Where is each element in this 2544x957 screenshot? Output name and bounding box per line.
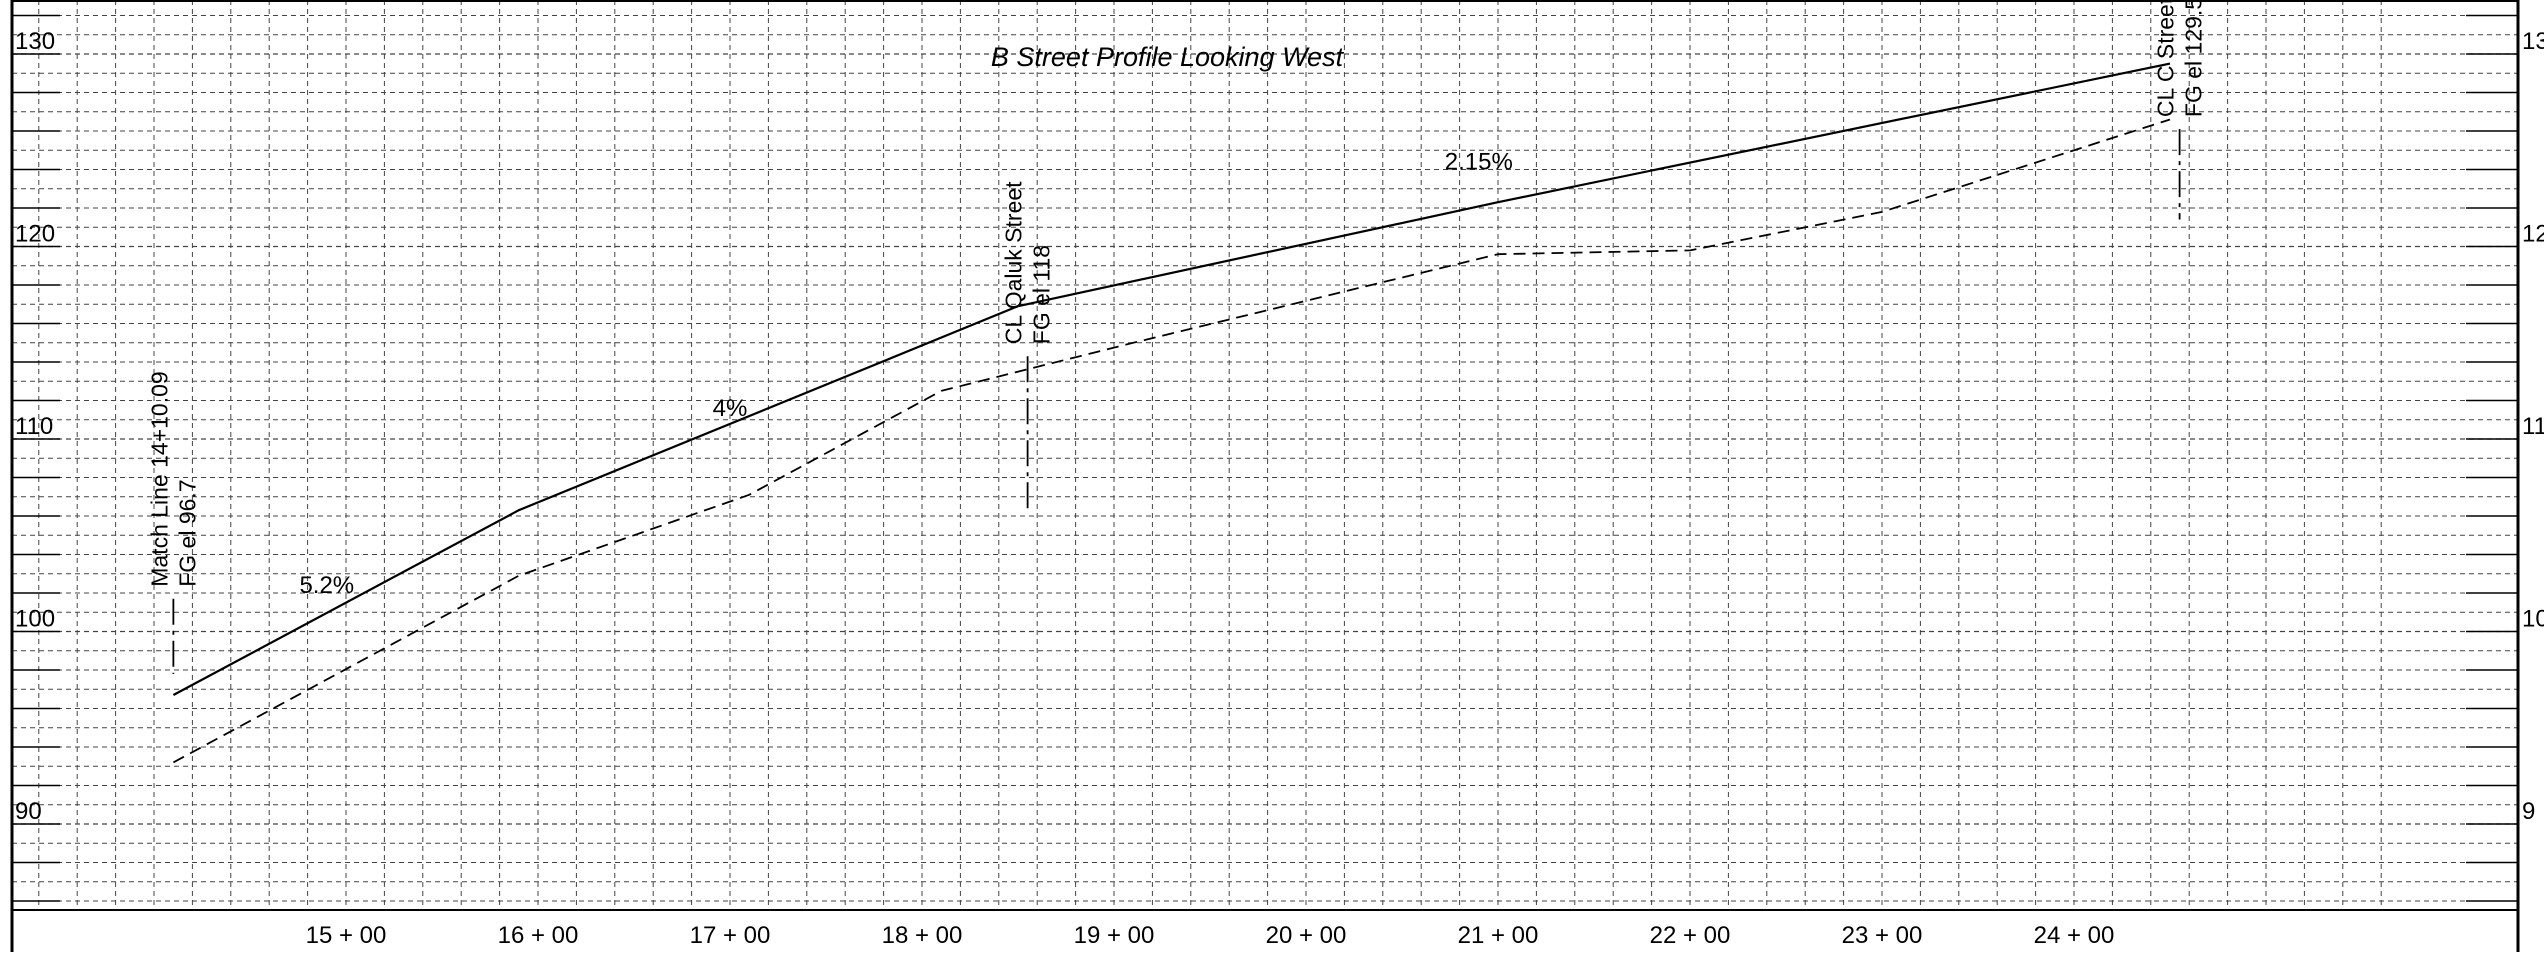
right-edge-labels: 13 12 11 10 9 [2522,28,2544,825]
station-label: 24 + 00 [2034,922,2115,949]
right-elevation-label: 9 [2522,798,2535,825]
major-grid [12,14,2518,902]
station-label: 15 + 00 [306,922,387,949]
profile-lines [172,62,2171,764]
elevation-labels: 130 120 110 100 90 [15,28,55,825]
elevation-label: 130 [15,28,55,55]
elevation-label: 120 [15,221,55,248]
station-label: 18 + 00 [882,922,963,949]
callout-line-1: CL C Street [2153,0,2179,117]
station-label: 22 + 00 [1650,922,1731,949]
grade-label: 2.15% [1445,149,1513,176]
station-label: 17 + 00 [690,922,771,949]
station-callouts: Match Line 14+10.09 FG el 96.7 CL Qaluk St… [146,0,2207,674]
right-elevation-label: 12 [2522,221,2544,248]
grade-label: 4% [713,395,748,422]
callout-note: Match Line 14+10.09 FG el 96.7 [146,371,200,586]
drawing-title: B Street Profile Looking West [991,42,1345,72]
right-elevation-label: 10 [2522,606,2544,633]
station-label: 19 + 00 [1074,922,1155,949]
station-label: 16 + 00 [498,922,579,949]
station-label: 23 + 00 [1842,922,1923,949]
callout-note: CL Qaluk Street FG el 118 [1001,181,1055,344]
elevation-label: 90 [15,798,42,825]
existing-ground-line [172,118,2171,764]
right-elevation-label: 11 [2522,413,2544,440]
minor-grid [12,0,2518,910]
right-elevation-label: 13 [2522,28,2544,55]
callout-line-1: Match Line 14+10.09 [146,371,172,586]
callout-line-2: FG el 129.5 [2181,0,2207,117]
callout-line-1: CL Qaluk Street [1001,181,1027,344]
station-labels: 15 + 00 16 + 00 17 + 00 18 + 00 19 + 00 20 + … [306,922,2115,949]
callout-line-2: FG el 96.7 [174,479,200,586]
grade-labels: 5.2% 4% 2.15% [299,149,1512,600]
finished-grade-line [172,62,2171,696]
elevation-label: 100 [15,606,55,633]
callout-note: CL C Street FG el 129.5 [2153,0,2207,117]
drawing-frame [10,0,2520,952]
callout-line-2: FG el 118 [1029,245,1055,344]
elevation-label: 110 [15,413,53,440]
grade-label: 5.2% [299,572,354,599]
station-label: 20 + 00 [1266,922,1347,949]
station-label: 21 + 00 [1458,922,1539,949]
